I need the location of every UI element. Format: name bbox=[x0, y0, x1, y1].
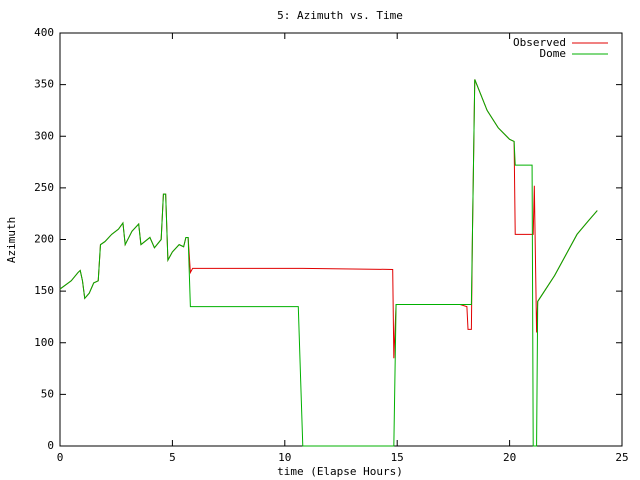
legend-label: Dome bbox=[540, 47, 567, 60]
y-tick-label: 50 bbox=[41, 387, 54, 400]
series-line bbox=[59, 79, 598, 359]
x-tick-label: 20 bbox=[503, 451, 516, 464]
series-line bbox=[59, 79, 598, 447]
x-tick-label: 10 bbox=[278, 451, 291, 464]
y-axis-label: Azimuth bbox=[5, 217, 18, 263]
x-tick-label: 5 bbox=[169, 451, 176, 464]
x-tick-label: 25 bbox=[615, 451, 628, 464]
legend-label: Observed bbox=[513, 36, 566, 49]
y-tick-label: 250 bbox=[34, 181, 54, 194]
x-tick-label: 0 bbox=[57, 451, 64, 464]
y-tick-label: 100 bbox=[34, 336, 54, 349]
y-tick-label: 150 bbox=[34, 284, 54, 297]
plot-border bbox=[59, 32, 623, 447]
y-tick-label: 350 bbox=[34, 78, 54, 91]
x-axis-label: time (Elapse Hours) bbox=[277, 465, 403, 478]
chart-title: 5: Azimuth vs. Time bbox=[277, 9, 403, 22]
y-tick-label: 300 bbox=[34, 129, 54, 142]
y-tick-label: 0 bbox=[47, 439, 54, 452]
x-tick-label: 15 bbox=[391, 451, 404, 464]
y-tick-label: 200 bbox=[34, 233, 54, 246]
y-tick-label: 400 bbox=[34, 26, 54, 39]
